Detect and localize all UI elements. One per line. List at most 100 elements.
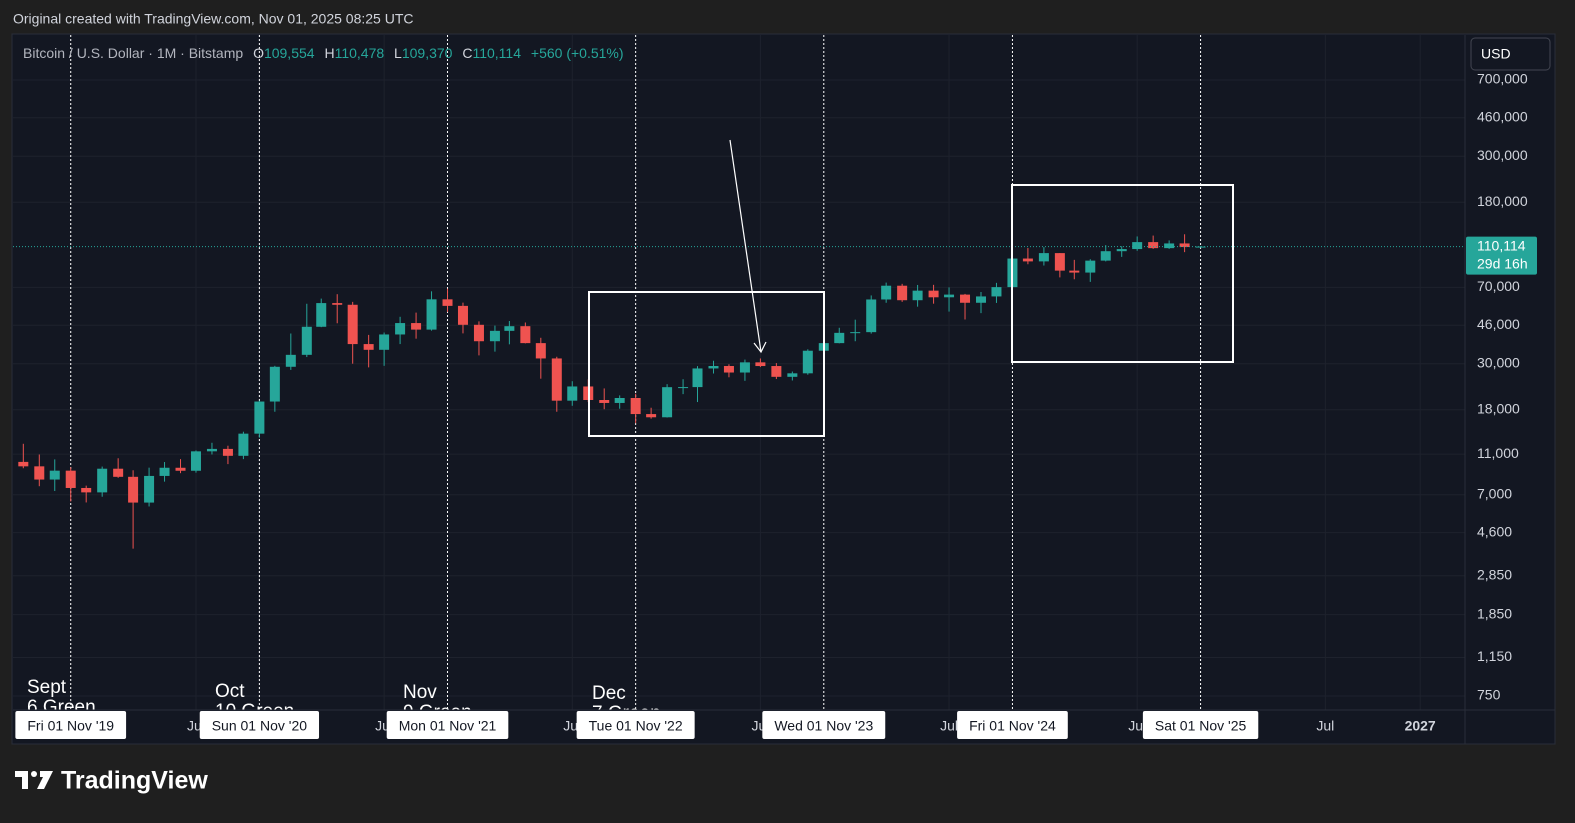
last-price-label: 110,114 bbox=[1477, 237, 1526, 253]
candle-body bbox=[395, 323, 406, 335]
candle-body bbox=[928, 290, 939, 298]
candle-body bbox=[49, 470, 60, 480]
candle-body bbox=[1179, 243, 1190, 248]
marker-label-box bbox=[957, 711, 1068, 739]
axes: 750 1,150 1,850 2,850 4,600 7,000 11,000 18,000… bbox=[15, 71, 1537, 739]
candle-body bbox=[991, 287, 1002, 297]
marker-label-box bbox=[576, 711, 695, 739]
candle-body bbox=[614, 397, 625, 403]
low: 109,370 bbox=[402, 45, 453, 61]
x-tick-label: Jul bbox=[1316, 718, 1334, 734]
y-tick-label: 300,000 bbox=[1477, 147, 1528, 163]
candle-body bbox=[567, 386, 578, 401]
y-tick-label: 4,600 bbox=[1477, 523, 1512, 539]
candle-body bbox=[113, 468, 124, 477]
brand-logo: TradingView bbox=[15, 767, 208, 795]
candle-body bbox=[708, 366, 719, 369]
candle-body bbox=[128, 476, 139, 503]
candle-body bbox=[1132, 242, 1143, 250]
annotation: 6 Green bbox=[27, 697, 96, 718]
marker-label: Mon 01 Nov '21 bbox=[399, 718, 497, 734]
y-tick-label: 1,150 bbox=[1477, 648, 1512, 664]
marker-label: Sun 01 Nov '20 bbox=[212, 718, 308, 734]
logo-mark bbox=[15, 771, 28, 789]
candle-body bbox=[1100, 251, 1111, 261]
candle-body bbox=[97, 468, 108, 493]
candle-body bbox=[771, 366, 782, 377]
marker-label: Fri 01 Nov '24 bbox=[969, 718, 1056, 734]
legend: Bitcoin / U.S. Dollar · 1M · Bitstamp O1… bbox=[23, 45, 624, 61]
annotation: Dec bbox=[592, 683, 626, 704]
candle-body bbox=[1022, 258, 1033, 262]
candle-body bbox=[1195, 246, 1206, 248]
chart-panel bbox=[11, 33, 1556, 745]
y-tick-label: 30,000 bbox=[1477, 354, 1520, 370]
candle-body bbox=[692, 368, 703, 388]
candle-body bbox=[1085, 260, 1096, 273]
candle-body bbox=[960, 294, 971, 303]
marker-label-box bbox=[1142, 711, 1259, 739]
x-tick-label: Jul bbox=[1128, 718, 1146, 734]
candle-body bbox=[379, 334, 390, 350]
candle-body bbox=[1148, 242, 1159, 249]
candle-body bbox=[1164, 243, 1175, 249]
symbol: Bitcoin / U.S. Dollar · 1M · Bitstamp bbox=[23, 45, 243, 61]
legend-text: Bitcoin / U.S. Dollar · 1M · Bitstamp O1… bbox=[23, 45, 624, 61]
annotation: 7 Green bbox=[592, 703, 661, 724]
candle-body bbox=[175, 467, 186, 471]
y-tick-label: 70,000 bbox=[1477, 278, 1520, 294]
candle-body bbox=[206, 448, 217, 452]
drawn-arrow bbox=[729, 139, 762, 353]
marker-label-box bbox=[15, 711, 127, 739]
candle-body bbox=[159, 467, 170, 476]
y-tick-label: 460,000 bbox=[1477, 108, 1528, 124]
annotation: 10 Green bbox=[215, 701, 294, 722]
y-tick-label: 1,850 bbox=[1477, 605, 1512, 621]
candle-body bbox=[332, 303, 343, 305]
candle-body bbox=[222, 448, 233, 456]
candle-body bbox=[834, 332, 845, 344]
drawn-rectangle bbox=[1011, 184, 1234, 363]
y-tick-label: 700,000 bbox=[1477, 71, 1528, 87]
y-tick-label: 18,000 bbox=[1477, 400, 1520, 416]
drawings bbox=[588, 139, 1234, 437]
open: 109,554 bbox=[264, 45, 315, 61]
y-tick-label: 750 bbox=[1477, 687, 1501, 703]
candle-body bbox=[787, 373, 798, 377]
grid bbox=[13, 35, 1465, 710]
candle-body bbox=[18, 461, 29, 467]
candle-body bbox=[976, 296, 986, 303]
candle-body bbox=[457, 305, 468, 325]
x-tick-label: 2027 bbox=[1405, 718, 1436, 734]
countdown-label: 29d 16h bbox=[1477, 255, 1528, 271]
candle-body bbox=[504, 326, 515, 331]
candle-body bbox=[363, 344, 374, 350]
candle-body bbox=[520, 326, 531, 344]
candle-body bbox=[850, 332, 861, 334]
candle-body bbox=[301, 326, 312, 355]
logo-dot bbox=[31, 771, 37, 777]
y-tick-label: 46,000 bbox=[1477, 316, 1520, 332]
high: 110,478 bbox=[335, 45, 385, 61]
close: 110,114 bbox=[472, 45, 521, 61]
change: +560 (+0.51%) bbox=[531, 45, 624, 61]
header: Original created with TradingView.com, N… bbox=[13, 11, 414, 27]
candle-body bbox=[65, 470, 76, 488]
candle-body bbox=[285, 354, 296, 367]
annotation: 9 Green bbox=[403, 702, 472, 723]
annotation: Oct bbox=[215, 681, 245, 702]
marker-label-box bbox=[762, 711, 886, 739]
y-tick-label: 7,000 bbox=[1477, 485, 1512, 501]
candle-body bbox=[866, 299, 877, 333]
o-label: O bbox=[253, 45, 264, 61]
drawn-rectangle bbox=[588, 291, 825, 437]
candle-body bbox=[881, 285, 892, 300]
last-price-box bbox=[1466, 236, 1537, 275]
currency-label[interactable]: USD bbox=[1481, 46, 1511, 62]
currency-button[interactable] bbox=[1470, 37, 1551, 71]
candle-body bbox=[678, 387, 689, 389]
candle-body bbox=[1116, 249, 1127, 252]
